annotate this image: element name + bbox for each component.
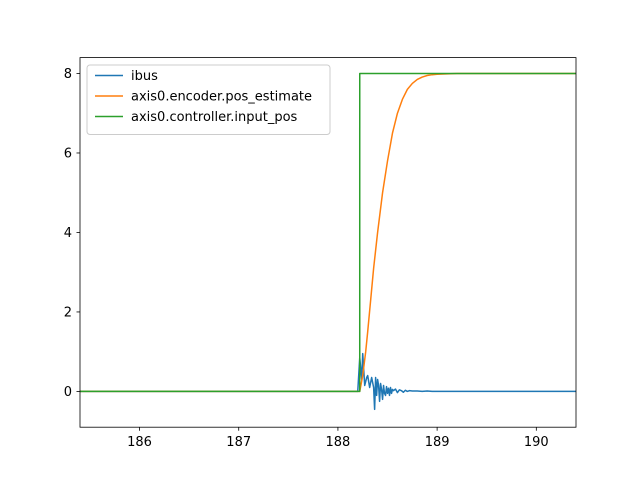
y-tick-label: 0 xyxy=(64,385,72,400)
y-tick-label: 8 xyxy=(64,67,72,82)
y-tick-label: 2 xyxy=(64,305,72,320)
x-tick-label: 190 xyxy=(524,435,549,450)
y-tick-label: 4 xyxy=(64,226,72,241)
x-axis: 186 187 188 189 190 xyxy=(127,427,549,450)
plot-frame xyxy=(79,57,577,428)
legend-box xyxy=(86,64,331,135)
x-tick-label: 188 xyxy=(326,435,351,450)
series-line-2 xyxy=(80,72,576,393)
legend: ibus axis0.encoder.pos_estimate axis0.cont… xyxy=(86,64,331,135)
series-line-0 xyxy=(80,352,576,411)
x-tick-label: 186 xyxy=(127,435,152,450)
legend-label-2: axis0.controller.input_pos xyxy=(131,110,298,125)
y-axis: 0 2 4 6 8 xyxy=(64,67,80,400)
legend-label-1: axis0.encoder.pos_estimate xyxy=(131,90,312,105)
y-tick-label: 6 xyxy=(64,146,72,161)
x-tick-label: 189 xyxy=(425,435,450,450)
x-tick-label: 187 xyxy=(226,435,251,450)
series-layer xyxy=(80,72,576,411)
legend-label-0: ibus xyxy=(131,69,158,84)
